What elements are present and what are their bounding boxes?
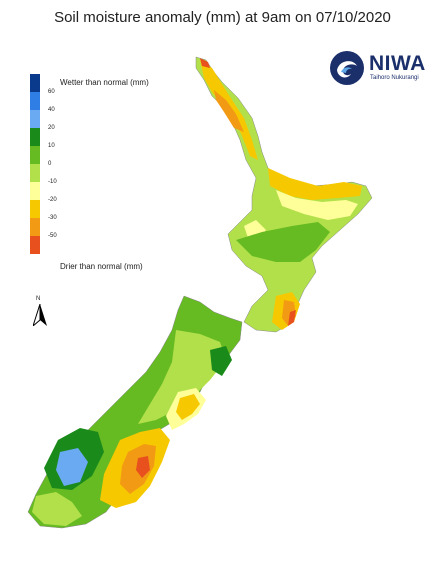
north-arrow: N: [33, 296, 47, 328]
page-title: Soil moisture anomaly (mm) at 9am on 07/…: [54, 9, 391, 26]
legend-swatch: [30, 92, 40, 110]
niwa-tagline: Taihoro Nukurangi: [370, 75, 419, 81]
niwa-swirl-icon: [330, 51, 364, 85]
legend-swatch: [30, 74, 40, 92]
legend-tick-label: -10: [48, 179, 57, 185]
legend-tick-label: 60: [48, 89, 55, 95]
legend-tick-label: 10: [48, 143, 55, 149]
legend-tick-label: 20: [48, 125, 55, 131]
legend-swatch: [30, 200, 40, 218]
legend-swatches: [30, 74, 40, 254]
north-arrow-icon: [33, 304, 47, 326]
legend-swatch: [30, 110, 40, 128]
niwa-logo: NIWA Taihoro Nukurangi: [329, 50, 434, 86]
legend-tick-label: 0: [48, 161, 52, 167]
legend-swatch: [30, 236, 40, 254]
legend-tick-label: 40: [48, 107, 55, 113]
legend: 60 40 20 10 0 -10 -20 -30 -50 Wetter than normal…: [30, 74, 210, 274]
legend-swatch: [30, 182, 40, 200]
niwa-wordmark: NIWA: [369, 52, 426, 75]
legend-swatch: [30, 218, 40, 236]
legend-tick-label: -30: [48, 215, 57, 221]
legend-tick-label: -50: [48, 233, 57, 239]
legend-drier-label: Drier than normal (mm): [60, 262, 143, 271]
legend-swatch: [30, 146, 40, 164]
legend-wetter-label: Wetter than normal (mm): [60, 78, 149, 87]
legend-swatch: [30, 164, 40, 182]
north-label: N: [36, 296, 41, 302]
legend-swatch: [30, 128, 40, 146]
legend-tick-label: -20: [48, 197, 57, 203]
